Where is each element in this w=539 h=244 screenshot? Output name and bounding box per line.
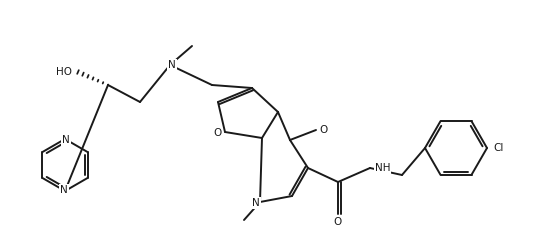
Text: HO: HO — [56, 67, 72, 77]
Text: O: O — [334, 217, 342, 227]
Text: N: N — [60, 185, 68, 195]
Text: Cl: Cl — [493, 143, 503, 153]
Text: N: N — [168, 60, 176, 70]
Text: O: O — [213, 128, 221, 138]
Text: O: O — [320, 125, 328, 135]
Text: N: N — [252, 198, 260, 208]
Text: N: N — [62, 135, 70, 145]
Text: NH: NH — [375, 163, 390, 173]
